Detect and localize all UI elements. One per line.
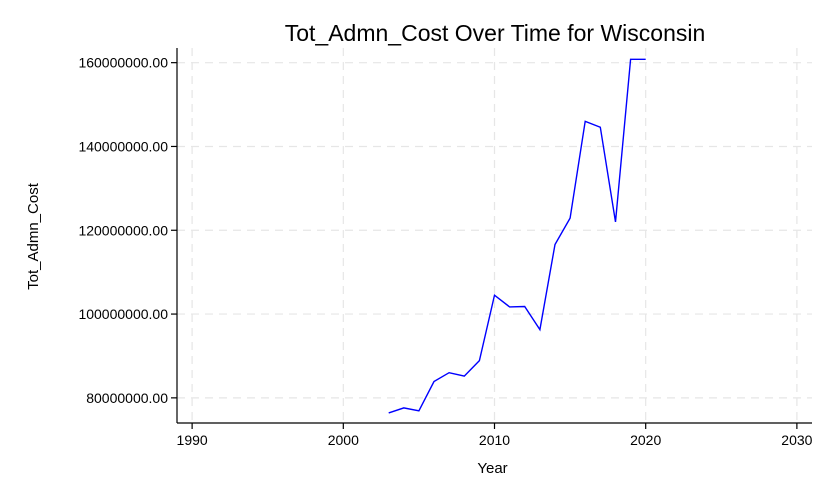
x-tick-label: 2020	[630, 432, 661, 448]
y-tick-label: 140000000.00	[78, 138, 168, 154]
grid	[177, 48, 812, 423]
x-axis-title: Year	[477, 460, 507, 477]
x-tick-label: 2030	[781, 432, 812, 448]
series	[388, 58, 646, 414]
x-tick-label: 2000	[328, 432, 359, 448]
x-tick-label: 2010	[479, 432, 510, 448]
y-tick-label: 160000000.00	[78, 55, 168, 71]
ticks: 1990 2000 2010 2020 2030 80000000.00 100000000…	[78, 55, 812, 448]
series-line	[388, 58, 646, 414]
chart-title: Tot_Admn_Cost Over Time for Wisconsin	[285, 20, 706, 46]
y-tick-label: 120000000.00	[78, 222, 168, 238]
y-tick-label: 80000000.00	[86, 390, 168, 406]
x-tick-label: 1990	[177, 432, 208, 448]
y-tick-label: 100000000.00	[78, 306, 168, 322]
y-axis-title: Tot_Admn_Cost	[25, 182, 42, 290]
